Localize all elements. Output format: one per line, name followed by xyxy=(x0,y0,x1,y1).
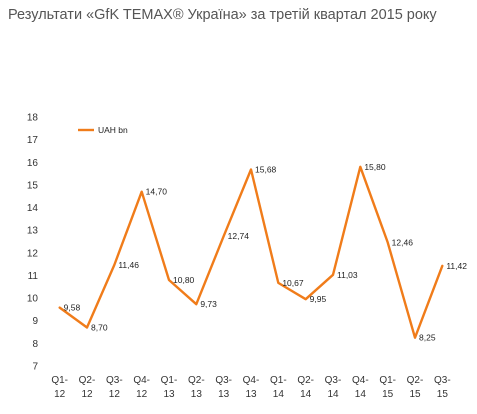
data-label: 10,67 xyxy=(282,278,304,288)
x-tick-label: 12 xyxy=(54,389,66,400)
y-tick-label: 9 xyxy=(32,316,38,327)
data-label: 9,73 xyxy=(200,299,217,309)
y-tick-label: 12 xyxy=(27,248,39,259)
x-tick-label: Q3- xyxy=(434,375,451,386)
x-tick-label: 13 xyxy=(245,389,257,400)
x-tick-label: Q2- xyxy=(79,375,96,386)
legend: UAH bn xyxy=(78,125,128,135)
y-tick-label: 14 xyxy=(27,203,39,214)
x-tick-label: Q2- xyxy=(297,375,314,386)
x-tick-label: Q2- xyxy=(407,375,424,386)
data-label: 9,95 xyxy=(310,294,327,304)
x-axis-ticks: Q1- 12 Q2- 12 Q3- 12 Q4- 12 Q1- 13 Q2- 13 Q3- 13 Q4- 13… xyxy=(51,375,450,400)
data-label: 12,74 xyxy=(228,231,250,241)
x-tick-label: 12 xyxy=(136,389,148,400)
y-axis-ticks: 7 8 9 10 11 12 13 14 15 16 17 18 xyxy=(27,113,39,373)
y-tick-label: 11 xyxy=(28,271,39,282)
y-tick-label: 16 xyxy=(27,158,39,169)
y-tick-label: 15 xyxy=(27,180,39,191)
x-tick-label: 15 xyxy=(382,389,394,400)
x-tick-label: Q3- xyxy=(106,375,123,386)
x-tick-label: Q1- xyxy=(379,375,396,386)
x-tick-label: 12 xyxy=(81,389,93,400)
page-title: Результати «GfK TEMAX® Україна» за треті… xyxy=(8,7,437,23)
y-tick-label: 18 xyxy=(27,113,39,124)
series-group: 9,58 8,70 11,46 14,70 10,80 9,73 12,74 15,68 10,… xyxy=(58,162,467,343)
x-tick-label: Q1- xyxy=(161,375,178,386)
x-tick-label: Q3- xyxy=(215,375,232,386)
x-tick-label: 14 xyxy=(355,389,367,400)
x-tick-label: 13 xyxy=(163,389,175,400)
x-tick-label: 15 xyxy=(437,389,449,400)
x-tick-label: 14 xyxy=(300,389,312,400)
x-tick-label: Q1- xyxy=(270,375,287,386)
x-tick-label: Q2- xyxy=(188,375,205,386)
x-tick-label: 13 xyxy=(191,389,203,400)
data-label: 15,68 xyxy=(255,165,277,175)
x-tick-label: 15 xyxy=(409,389,421,400)
data-label: 11,03 xyxy=(337,270,358,280)
y-tick-label: 17 xyxy=(27,135,39,146)
data-label: 11,42 xyxy=(446,261,467,271)
data-label: 14,70 xyxy=(146,187,168,197)
y-tick-label: 13 xyxy=(27,226,39,237)
data-label: 8,25 xyxy=(419,333,436,343)
x-tick-label: Q4- xyxy=(243,375,260,386)
y-tick-label: 8 xyxy=(32,339,38,350)
x-tick-label: 13 xyxy=(218,389,230,400)
x-tick-label: 14 xyxy=(273,389,285,400)
data-label: 9,58 xyxy=(64,303,81,313)
data-label: 11,46 xyxy=(118,260,139,270)
x-tick-label: Q4- xyxy=(133,375,150,386)
x-tick-label: Q1- xyxy=(51,375,68,386)
x-tick-label: 14 xyxy=(327,389,339,400)
data-label: 12,46 xyxy=(392,237,414,247)
series-line xyxy=(58,165,444,339)
data-label: 15,80 xyxy=(364,162,386,172)
x-tick-label: 12 xyxy=(109,389,121,400)
x-tick-label: Q4- xyxy=(352,375,369,386)
x-tick-label: Q3- xyxy=(325,375,342,386)
legend-label: UAH bn xyxy=(98,125,128,135)
data-label: 8,70 xyxy=(91,323,108,333)
y-tick-label: 7 xyxy=(32,362,38,373)
data-label: 10,80 xyxy=(173,275,195,285)
y-tick-label: 10 xyxy=(27,294,39,305)
